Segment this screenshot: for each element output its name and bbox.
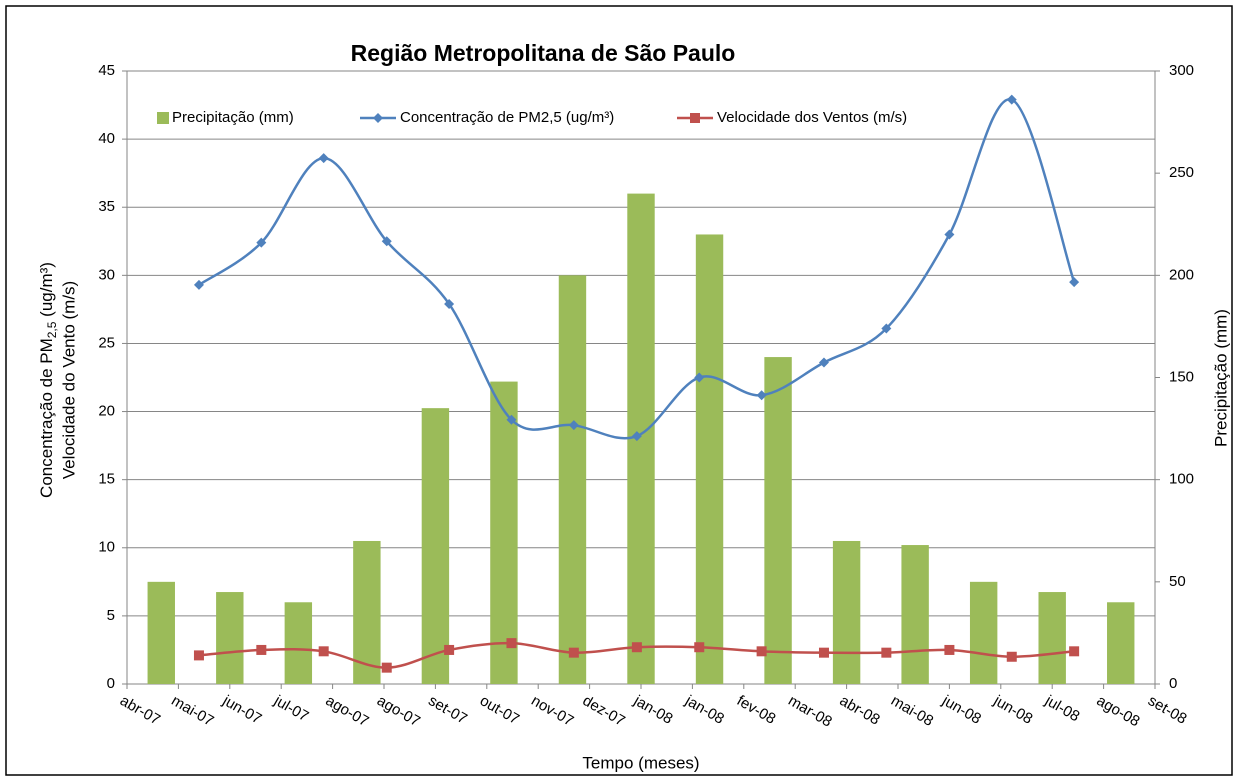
bar — [421, 408, 450, 684]
point — [506, 638, 517, 649]
bar — [1107, 602, 1135, 684]
point — [944, 644, 955, 655]
point — [1006, 651, 1017, 662]
legend-label: Concentração de PM2,5 (ug/m³) — [400, 109, 614, 126]
legend-swatch — [157, 112, 169, 124]
y2-tick-label: 300 — [1169, 62, 1194, 79]
y-tick-label: 30 — [98, 266, 115, 283]
y-tick-label: 15 — [98, 471, 115, 488]
point — [444, 298, 455, 309]
point — [881, 647, 892, 658]
bar — [284, 602, 313, 684]
y-tick-label: 5 — [107, 607, 115, 624]
y-axis-label-2: Velocidade do Vento (m/s) — [59, 281, 78, 479]
y2-tick-label: 200 — [1169, 266, 1194, 283]
bar — [147, 581, 175, 684]
point — [444, 644, 455, 655]
legend-label: Velocidade dos Ventos (m/s) — [717, 109, 907, 126]
bar — [832, 540, 861, 684]
chart-frame — [5, 5, 1233, 776]
point — [1069, 646, 1080, 657]
point — [756, 646, 767, 657]
y-tick-label: 35 — [98, 198, 115, 215]
point — [756, 390, 767, 401]
legend-marker — [690, 113, 700, 123]
point — [694, 372, 705, 383]
point — [944, 229, 955, 240]
point — [818, 647, 829, 658]
bar — [969, 581, 998, 684]
y-tick-label: 20 — [98, 403, 115, 420]
point — [631, 431, 642, 442]
y-tick-label: 0 — [107, 675, 115, 692]
point — [256, 644, 267, 655]
point — [568, 647, 579, 658]
bar — [764, 357, 792, 684]
point — [631, 642, 642, 653]
bar — [558, 275, 587, 684]
bar — [695, 234, 724, 684]
point — [381, 236, 392, 247]
bar — [353, 540, 381, 684]
bar — [216, 592, 244, 684]
point — [193, 650, 204, 661]
line — [198, 98, 1076, 440]
point — [193, 279, 204, 290]
point — [1069, 277, 1080, 288]
bar — [1038, 592, 1066, 684]
y-tick-label: 25 — [98, 334, 115, 351]
y2-tick-label: 150 — [1169, 368, 1194, 385]
point — [694, 642, 705, 653]
legend-marker — [373, 113, 383, 123]
y-label-sub: 2,5 — [45, 321, 59, 338]
point — [568, 420, 579, 431]
y-label-part: Concentração de PM — [37, 338, 56, 498]
y2-axis-label: Precipitação (mm) — [1211, 309, 1230, 447]
point — [318, 646, 329, 657]
point — [1006, 94, 1017, 105]
bar — [490, 381, 518, 684]
y-axis-label: Concentração de PM2,5 (ug/m³) — [37, 262, 59, 498]
point — [318, 153, 329, 164]
y-tick-label: 40 — [98, 130, 115, 147]
point — [818, 357, 829, 368]
y2-tick-label: 100 — [1169, 471, 1194, 488]
legend-label: Precipitação (mm) — [172, 109, 294, 126]
y2-tick-label: 50 — [1169, 573, 1186, 590]
bar — [901, 545, 929, 684]
x-axis-label: Tempo (meses) — [582, 753, 699, 772]
y-tick-label: 45 — [98, 62, 115, 79]
y2-tick-label: 0 — [1169, 675, 1177, 692]
point — [381, 662, 392, 673]
chart-title: Região Metropolitana de São Paulo — [351, 40, 736, 66]
y2-tick-label: 250 — [1169, 164, 1194, 181]
point — [881, 323, 892, 334]
point — [256, 237, 267, 248]
y-label-part: (ug/m³) — [37, 262, 56, 322]
point — [506, 414, 517, 425]
y-tick-label: 10 — [98, 539, 115, 556]
